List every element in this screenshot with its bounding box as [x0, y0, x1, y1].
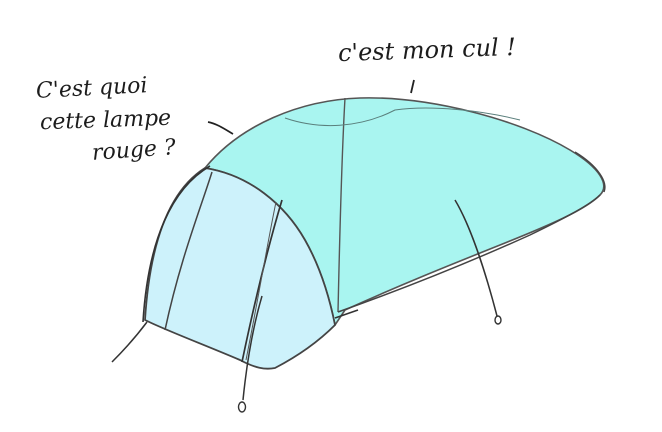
tent-roof-ridge	[284, 107, 521, 126]
pointer-right	[410, 79, 415, 94]
guy-line-left	[111, 321, 148, 363]
tent-arch-outline	[142, 165, 211, 323]
entrance-stroke	[334, 309, 359, 319]
tent-roof-seam	[337, 97, 346, 313]
tent-front-arch	[144, 167, 336, 370]
annotation-left-line2: cette lampe	[39, 105, 172, 136]
peg-right	[494, 315, 502, 325]
tent-vestibule-bottom	[337, 194, 601, 313]
guy-line-right	[454, 199, 498, 317]
tent-pole-left	[164, 171, 213, 331]
tent-pole-mid-2	[245, 201, 277, 361]
pointer-left	[207, 121, 234, 135]
annotation-left-line3: rouge ?	[91, 135, 177, 166]
annotation-left-line1: C'est quoi	[35, 73, 149, 104]
tent-right-edge	[574, 151, 606, 193]
guy-line-bottom	[242, 295, 263, 401]
peg-bottom	[237, 401, 247, 413]
annotation-right: c'est mon cul !	[337, 32, 517, 68]
